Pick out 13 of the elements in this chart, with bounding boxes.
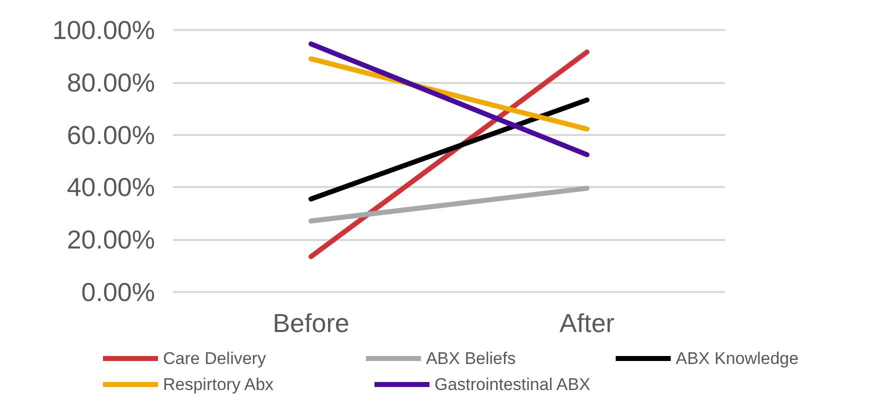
- y-tick-label: 20.00%: [66, 224, 155, 255]
- x-tick-label: Before: [272, 308, 350, 338]
- legend-label: ABX Knowledge: [676, 349, 799, 368]
- legend-label: Care Delivery: [163, 349, 266, 368]
- legend-label: ABX Beliefs: [426, 349, 516, 368]
- y-tick-label: 0.00%: [81, 277, 155, 307]
- y-tick-label: 100.00%: [52, 15, 155, 45]
- legend-label: Respirtory Abx: [163, 375, 274, 394]
- x-tick-label: After: [560, 308, 615, 338]
- y-tick-label: 80.00%: [66, 67, 155, 98]
- y-tick-label: 60.00%: [66, 120, 155, 150]
- legend-label: Gastrointestinal ABX: [434, 375, 590, 394]
- y-tick-label: 40.00%: [66, 172, 155, 202]
